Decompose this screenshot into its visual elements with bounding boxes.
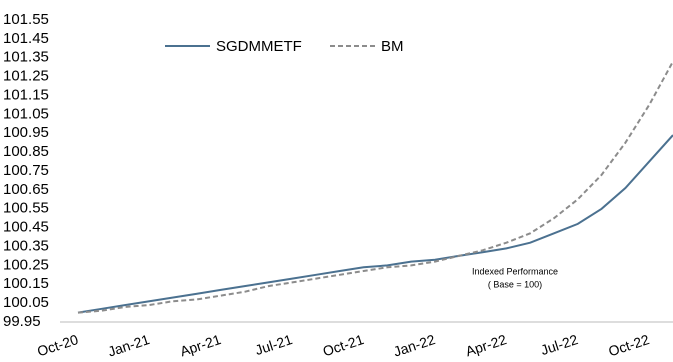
x-tick-label: Jul-21 (253, 331, 294, 358)
y-tick-label: 99.95 (3, 313, 41, 330)
series-line (77, 134, 673, 314)
y-tick-label: 100.75 (3, 162, 49, 179)
y-tick-label: 101.45 (3, 30, 49, 47)
y-tick-label: 101.05 (3, 105, 49, 122)
x-tick-label: Jul-22 (539, 331, 580, 358)
y-tick-label: 101.15 (3, 86, 49, 103)
y-tick-label: 100.35 (3, 237, 49, 254)
y-tick-label: 100.45 (3, 219, 49, 236)
x-tick-label: Jan-21 (106, 331, 152, 360)
y-tick-label: 100.15 (3, 275, 49, 292)
y-tick-label: 100.55 (3, 200, 49, 217)
x-tick-label: Oct-20 (35, 331, 80, 359)
y-tick-label: 101.55 (3, 11, 49, 28)
y-tick-label: 101.35 (3, 49, 49, 66)
legend-label: SGDMMETF (216, 38, 302, 55)
annotation: ( Base = 100) (488, 279, 542, 289)
x-tick-label: Oct-21 (321, 331, 366, 359)
y-tick-label: 100.85 (3, 143, 49, 160)
y-tick-label: 101.25 (3, 68, 49, 85)
y-tick-label: 100.95 (3, 124, 49, 141)
series-line (77, 61, 673, 314)
y-tick-label: 100.65 (3, 181, 49, 198)
x-tick-label: Apr-22 (464, 331, 509, 359)
x-tick-label: Oct-22 (606, 331, 651, 359)
x-tick-label: Apr-21 (178, 331, 223, 359)
annotation: Indexed Performance (472, 266, 558, 276)
y-tick-label: 100.05 (3, 294, 49, 311)
x-tick-label: Jan-22 (391, 331, 437, 360)
y-tick-label: 100.25 (3, 256, 49, 273)
legend-label: BM (381, 38, 404, 55)
